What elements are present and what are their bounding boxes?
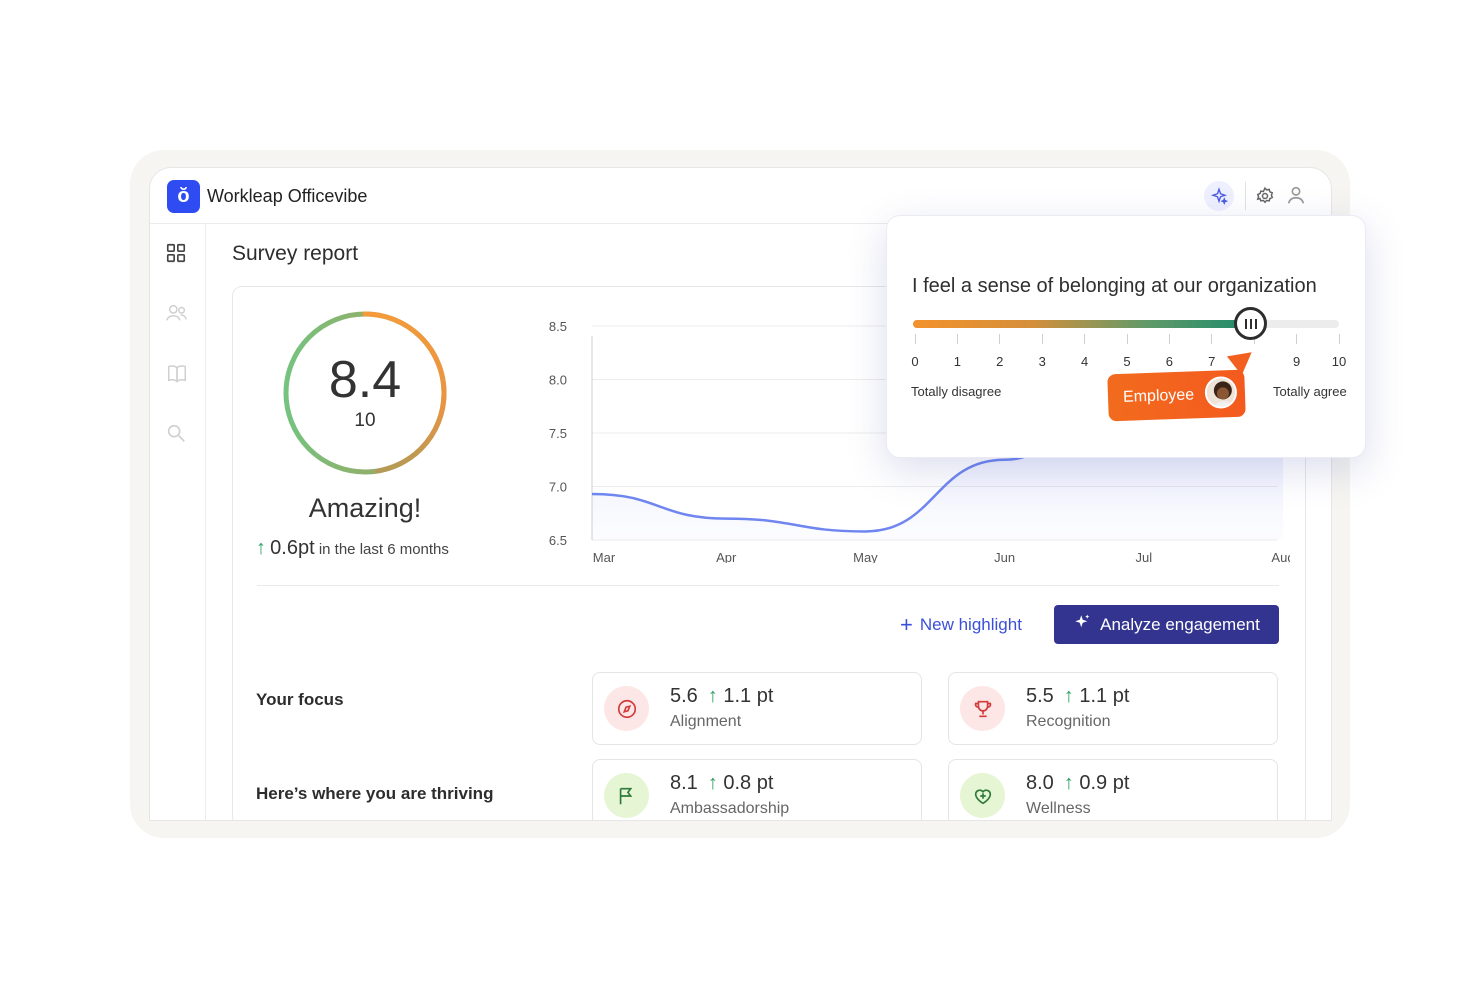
scale-tick: 1 xyxy=(947,334,967,369)
user-profile-icon[interactable] xyxy=(1285,184,1307,206)
x-tick-label: Apr xyxy=(716,550,737,563)
rating-slider-handle[interactable] xyxy=(1234,307,1267,340)
new-highlight-label: New highlight xyxy=(919,615,1022,634)
metric-value: 5.6 xyxy=(670,685,698,707)
y-tick-label: 6.5 xyxy=(549,533,567,548)
dashboard-icon[interactable] xyxy=(165,242,189,266)
score-delta: 0.6pt xyxy=(270,537,315,559)
metric-value: 8.1 xyxy=(670,772,698,794)
employee-avatar xyxy=(1204,375,1238,409)
score-value: 8.4 xyxy=(328,351,402,409)
scale-tick: 4 xyxy=(1075,334,1095,369)
scale-max-label: Totally agree xyxy=(1273,384,1347,399)
metric-name: Wellness xyxy=(1026,800,1091,817)
y-tick-label: 8.0 xyxy=(549,373,567,388)
score-gauge: 8.4 10 xyxy=(280,308,450,478)
survey-question-popup: I feel a sense of belonging at our organ… xyxy=(886,215,1366,458)
scale-tick: 6 xyxy=(1159,334,1179,369)
metric-delta: 1.1 pt xyxy=(1079,685,1130,707)
your-focus-heading: Your focus xyxy=(256,690,344,709)
score-delta-period: in the last 6 months xyxy=(318,541,449,558)
top-bar: ŏ Workleap Officevibe xyxy=(150,168,1331,224)
score-trend: ↑ 0.6pt in the last 6 months xyxy=(256,537,449,560)
rating-scale: 0 1 2 3 4 5 6 7 9 10 xyxy=(911,334,1346,374)
analyze-engagement-label: Analyze engagement xyxy=(1100,614,1260,634)
gear-icon[interactable] xyxy=(1255,186,1275,206)
x-tick-label: Jul xyxy=(1135,550,1152,563)
trophy-icon xyxy=(960,686,1005,731)
metric-card-recognition[interactable]: 5.5 ↑ 1.1 pt Recognition xyxy=(948,672,1278,745)
search-icon[interactable] xyxy=(165,422,189,446)
employee-tag-label: Employee xyxy=(1122,385,1195,406)
scale-tick: 5 xyxy=(1117,334,1137,369)
rating-slider-fill xyxy=(913,320,1249,328)
flag-icon xyxy=(604,773,649,818)
scale-min-label: Totally disagree xyxy=(911,384,1002,399)
arrow-up-icon: ↑ xyxy=(707,772,718,794)
y-tick-label: 7.0 xyxy=(549,480,567,495)
x-tick-label: Aug xyxy=(1271,550,1290,563)
section-divider xyxy=(257,585,1279,586)
employee-tag: Employee xyxy=(1107,369,1246,422)
scale-tick: 9 xyxy=(1287,334,1307,369)
x-tick-label: Mar xyxy=(593,550,616,563)
metric-card-ambassadorship[interactable]: 8.1 ↑ 0.8 pt Ambassadorship xyxy=(592,759,922,820)
metric-delta: 1.1 pt xyxy=(723,685,774,707)
sparkle-icon xyxy=(1073,613,1091,636)
plus-icon: + xyxy=(900,612,913,637)
x-tick-label: Jun xyxy=(994,550,1015,563)
compass-icon xyxy=(604,686,649,731)
survey-question: I feel a sense of belonging at our organ… xyxy=(912,275,1317,297)
analyze-engagement-button[interactable]: Analyze engagement xyxy=(1054,605,1279,644)
scale-tick: 2 xyxy=(990,334,1010,369)
arrow-up-icon: ↑ xyxy=(1063,772,1074,794)
metric-card-wellness[interactable]: 8.0 ↑ 0.9 pt Wellness xyxy=(948,759,1278,820)
metric-name: Ambassadorship xyxy=(670,800,790,817)
score-rating: Amazing! xyxy=(308,493,422,523)
brand-name: Workleap Officevibe xyxy=(207,186,368,206)
side-navigation xyxy=(150,224,206,820)
metric-delta: 0.9 pt xyxy=(1079,772,1130,794)
metric-card-alignment[interactable]: 5.6 ↑ 1.1 pt Alignment xyxy=(592,672,922,745)
metric-delta: 0.8 pt xyxy=(723,772,774,794)
scale-tick: 0 xyxy=(905,334,925,369)
toolbar-divider xyxy=(1245,182,1246,210)
page-title: Survey report xyxy=(232,242,359,265)
thriving-heading: Here’s where you are thriving xyxy=(256,784,494,803)
x-tick-label: May xyxy=(853,550,878,563)
arrow-up-icon: ↑ xyxy=(1063,685,1074,707)
survey-report-card xyxy=(232,286,1306,820)
new-highlight-button[interactable]: + New highlight xyxy=(900,614,1022,636)
y-tick-label: 8.5 xyxy=(549,319,567,334)
score-max: 10 xyxy=(354,410,376,431)
metric-value: 5.5 xyxy=(1026,685,1054,707)
officevibe-logo[interactable]: ŏ xyxy=(167,180,200,213)
arrow-up-icon: ↑ xyxy=(707,685,718,707)
heart-plus-icon xyxy=(960,773,1005,818)
metric-value: 8.0 xyxy=(1026,772,1054,794)
scale-tick: 10 xyxy=(1329,334,1349,369)
scale-tick: 3 xyxy=(1032,334,1052,369)
y-tick-label: 7.5 xyxy=(549,426,567,441)
book-icon[interactable] xyxy=(165,362,189,386)
metric-name: Recognition xyxy=(1026,713,1111,730)
scale-tick: 7 xyxy=(1202,334,1222,369)
metric-name: Alignment xyxy=(670,713,742,730)
people-icon[interactable] xyxy=(165,302,189,326)
arrow-up-icon: ↑ xyxy=(256,537,266,559)
ai-sparkle-icon[interactable] xyxy=(1204,181,1234,211)
